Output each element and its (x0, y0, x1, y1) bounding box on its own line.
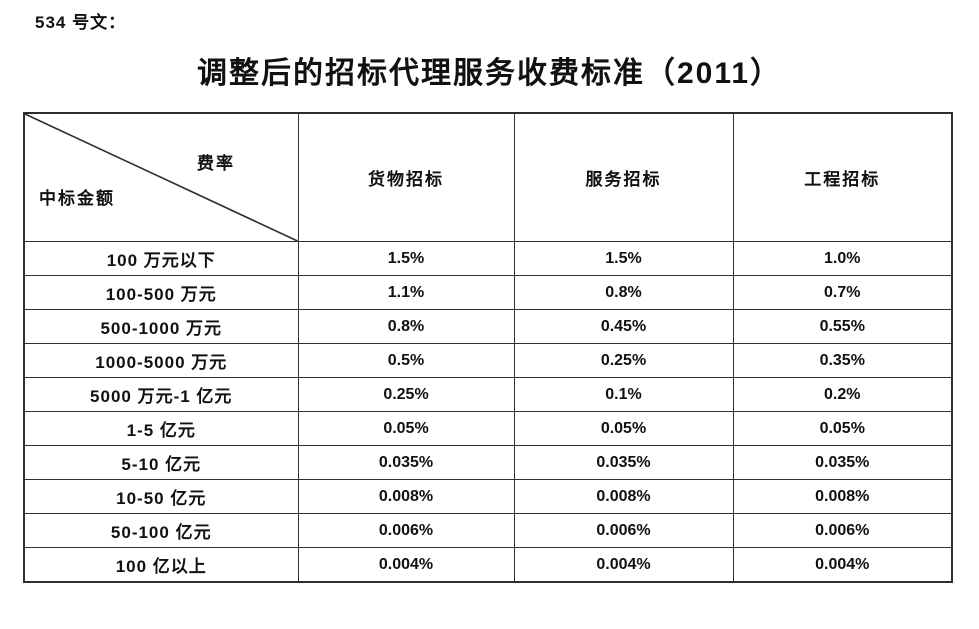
amount-range-cell: 50-100 亿元 (23, 513, 299, 548)
service-rate-cell: 1.5% (513, 241, 734, 276)
engineering-rate-cell: 0.008% (732, 479, 953, 514)
goods-rate-cell: 1.1% (297, 275, 515, 310)
goods-rate-cell: 0.8% (297, 309, 515, 344)
engineering-rate-cell: 0.035% (732, 445, 953, 480)
engineering-rate-cell: 0.006% (732, 513, 953, 548)
goods-rate-cell: 0.008% (297, 479, 515, 514)
amount-range-cell: 5000 万元-1 亿元 (23, 377, 299, 412)
table-row: 5000 万元-1 亿元 0.25% 0.1% 0.2% (23, 377, 953, 412)
corner-header-cell: 费率 中标金额 (23, 112, 299, 242)
amount-range-cell: 1000-5000 万元 (23, 343, 299, 378)
engineering-rate-cell: 0.004% (732, 547, 953, 583)
corner-label-fee-rate: 费率 (197, 154, 235, 173)
amount-range-cell: 10-50 亿元 (23, 479, 299, 514)
goods-rate-cell: 0.004% (297, 547, 515, 583)
column-header-engineering-bidding: 工程招标 (732, 112, 953, 242)
service-rate-cell: 0.004% (513, 547, 734, 583)
amount-range-cell: 5-10 亿元 (23, 445, 299, 480)
table-row: 100-500 万元 1.1% 0.8% 0.7% (23, 275, 953, 310)
table-row: 1-5 亿元 0.05% 0.05% 0.05% (23, 411, 953, 446)
goods-rate-cell: 1.5% (297, 241, 515, 276)
column-header-goods-bidding: 货物招标 (297, 112, 515, 242)
amount-range-cell: 100-500 万元 (23, 275, 299, 310)
table-header-row: 费率 中标金额 货物招标 服务招标 工程招标 (23, 112, 953, 242)
service-rate-cell: 0.008% (513, 479, 734, 514)
goods-rate-cell: 0.25% (297, 377, 515, 412)
engineering-rate-cell: 0.35% (732, 343, 953, 378)
doc-number: 534 号文： (35, 13, 127, 32)
table-row: 10-50 亿元 0.008% 0.008% 0.008% (23, 479, 953, 514)
service-rate-cell: 0.035% (513, 445, 734, 480)
engineering-rate-cell: 1.0% (732, 241, 953, 276)
service-rate-cell: 0.006% (513, 513, 734, 548)
goods-rate-cell: 0.5% (297, 343, 515, 378)
table-row: 500-1000 万元 0.8% 0.45% 0.55% (23, 309, 953, 344)
engineering-rate-cell: 0.7% (732, 275, 953, 310)
table-row: 100 亿以上 0.004% 0.004% 0.004% (23, 547, 953, 583)
amount-range-cell: 1-5 亿元 (23, 411, 299, 446)
goods-rate-cell: 0.05% (297, 411, 515, 446)
service-rate-cell: 0.8% (513, 275, 734, 310)
table-row: 1000-5000 万元 0.5% 0.25% 0.35% (23, 343, 953, 378)
table-row: 100 万元以下 1.5% 1.5% 1.0% (23, 241, 953, 276)
goods-rate-cell: 0.035% (297, 445, 515, 480)
service-rate-cell: 0.1% (513, 377, 734, 412)
corner-label-bid-amount: 中标金额 (39, 189, 115, 208)
fee-standard-table: 费率 中标金额 货物招标 服务招标 工程招标 100 万元以下 1.5% 1.5… (23, 112, 953, 583)
engineering-rate-cell: 0.55% (732, 309, 953, 344)
engineering-rate-cell: 0.2% (732, 377, 953, 412)
table-row: 50-100 亿元 0.006% 0.006% 0.006% (23, 513, 953, 548)
page-title: 调整后的招标代理服务收费标准（2011） (196, 57, 783, 90)
service-rate-cell: 0.45% (513, 309, 734, 344)
diagonal-divider-line (25, 114, 298, 241)
table-row: 5-10 亿元 0.035% 0.035% 0.035% (23, 445, 953, 480)
amount-range-cell: 100 万元以下 (23, 241, 299, 276)
service-rate-cell: 0.25% (513, 343, 734, 378)
goods-rate-cell: 0.006% (297, 513, 515, 548)
engineering-rate-cell: 0.05% (732, 411, 953, 446)
amount-range-cell: 500-1000 万元 (23, 309, 299, 344)
column-header-service-bidding: 服务招标 (513, 112, 734, 242)
service-rate-cell: 0.05% (513, 411, 734, 446)
amount-range-cell: 100 亿以上 (23, 547, 299, 583)
